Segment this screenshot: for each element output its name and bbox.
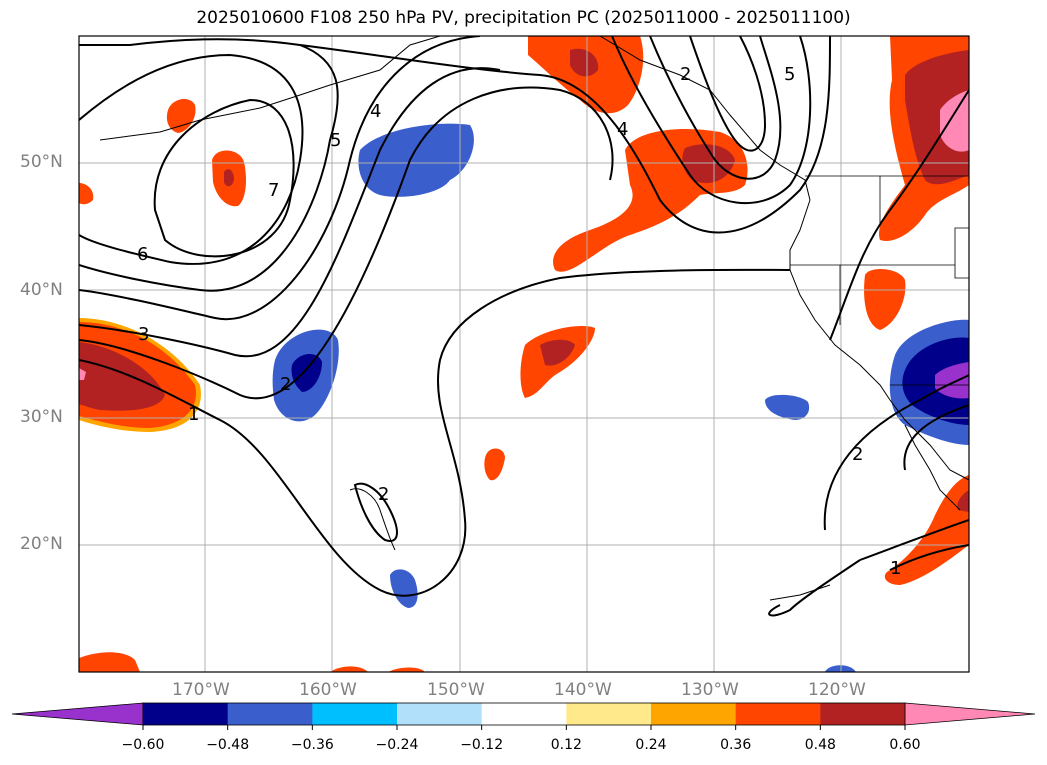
lon-label: 160°W	[299, 680, 357, 700]
contour-label: 4	[370, 101, 381, 122]
precip-negative-shading	[272, 123, 969, 672]
map-title: 2025010600 F108 250 hPa PV, precipitatio…	[196, 8, 851, 28]
colorbar-segment	[143, 703, 229, 725]
graticule	[79, 36, 969, 672]
contour-label: 3	[138, 324, 149, 345]
contour-label: 2	[378, 484, 389, 505]
colorbar-segment	[397, 703, 483, 725]
map-frame	[78, 35, 970, 673]
colorbar-tick-label: −0.36	[291, 737, 334, 753]
colorbar-tick-label: −0.12	[460, 737, 503, 753]
colorbar-tick-label: 0.60	[889, 737, 920, 753]
lon-label: 120°W	[808, 680, 866, 700]
colorbar-tick-label: −0.60	[122, 737, 165, 753]
contour-label: 2	[280, 374, 291, 395]
colorbar-tick-label: 0.48	[805, 737, 836, 753]
colorbar-tick-label: 0.36	[720, 737, 751, 753]
colorbar-frame	[142, 702, 906, 726]
colorbar-tick-label: −0.24	[376, 737, 419, 753]
contour-label: 1	[890, 558, 901, 579]
lon-label: 130°W	[681, 680, 739, 700]
colorbar-extend-low	[11, 702, 144, 726]
colorbar-extend-high	[904, 702, 1036, 726]
contour-label: 5	[784, 64, 795, 85]
contour-label: 2	[852, 444, 863, 465]
contour-label-group: 7 6 5 4 3 2 1 2 2 1 2 5 4	[137, 64, 901, 579]
pv-contours	[79, 36, 969, 617]
contour-label: 6	[137, 244, 148, 265]
contour-label: 1	[188, 404, 199, 425]
colorbar: −0.60 −0.48 −0.36 −0.24 −0.12 0.12 0.24 0.36 0.4…	[11, 702, 1036, 753]
lat-label: 50°N	[20, 152, 63, 172]
colorbar-segment	[566, 703, 652, 725]
colorbar-tick-label: 0.12	[551, 737, 582, 753]
colorbar-segment	[312, 703, 398, 725]
precip-positive-shading	[79, 36, 969, 672]
colorbar-segment	[735, 703, 821, 725]
colorbar-tick-label: −0.48	[206, 737, 249, 753]
colorbar-tick-label: 0.24	[635, 737, 666, 753]
contour-label: 4	[617, 119, 628, 140]
colorbar-segment	[820, 703, 906, 725]
lat-label: 40°N	[20, 280, 63, 300]
contour-label: 7	[268, 180, 279, 201]
contour-label: 2	[680, 64, 691, 85]
lat-label: 30°N	[20, 407, 63, 427]
lat-label: 20°N	[20, 534, 63, 554]
lon-label: 140°W	[554, 680, 612, 700]
contour-label: 5	[330, 130, 341, 151]
colorbar-segment	[651, 703, 737, 725]
lon-label: 170°W	[172, 680, 230, 700]
colorbar-segment	[227, 703, 313, 725]
lon-label: 150°W	[427, 680, 485, 700]
colorbar-segment	[481, 703, 567, 725]
